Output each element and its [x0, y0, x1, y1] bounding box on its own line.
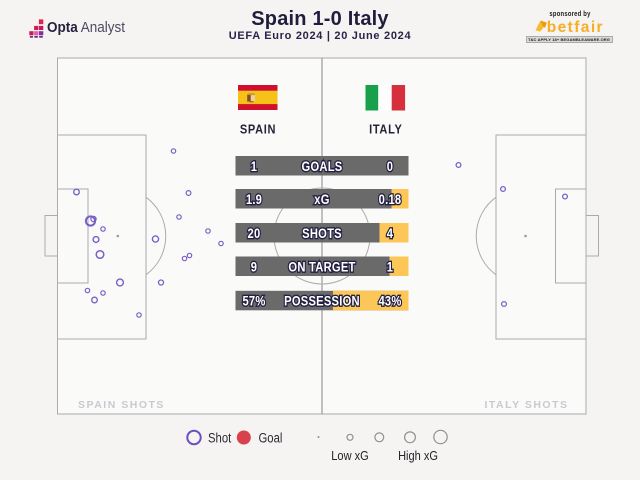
svg-text:0: 0: [387, 159, 393, 174]
svg-text:Low xG: Low xG: [331, 448, 368, 463]
svg-text:20: 20: [248, 226, 261, 241]
svg-text:ON TARGET: ON TARGET: [288, 259, 355, 274]
svg-text:ITALY: ITALY: [369, 122, 402, 137]
svg-text:57%: 57%: [242, 293, 265, 308]
svg-text:POSSESSION: POSSESSION: [284, 293, 360, 308]
svg-text:9: 9: [251, 259, 257, 274]
svg-text:SPAIN SHOTS: SPAIN SHOTS: [78, 399, 165, 411]
svg-text:GOALS: GOALS: [302, 159, 343, 174]
svg-text:Shot: Shot: [208, 430, 232, 445]
svg-text:1: 1: [251, 159, 257, 174]
svg-text:4: 4: [387, 226, 393, 241]
svg-text:xG: xG: [314, 192, 329, 207]
svg-text:43%: 43%: [378, 293, 401, 308]
svg-text:High xG: High xG: [398, 448, 438, 463]
svg-text:0.18: 0.18: [379, 192, 402, 207]
svg-text:ITALY SHOTS: ITALY SHOTS: [485, 399, 569, 411]
svg-text:SHOTS: SHOTS: [302, 226, 342, 241]
svg-text:SPAIN: SPAIN: [240, 122, 276, 137]
svg-text:betfair: betfair: [547, 19, 604, 35]
svg-text:Goal: Goal: [259, 430, 283, 445]
svg-text:1.9: 1.9: [246, 192, 262, 207]
svg-text:1: 1: [387, 259, 393, 274]
